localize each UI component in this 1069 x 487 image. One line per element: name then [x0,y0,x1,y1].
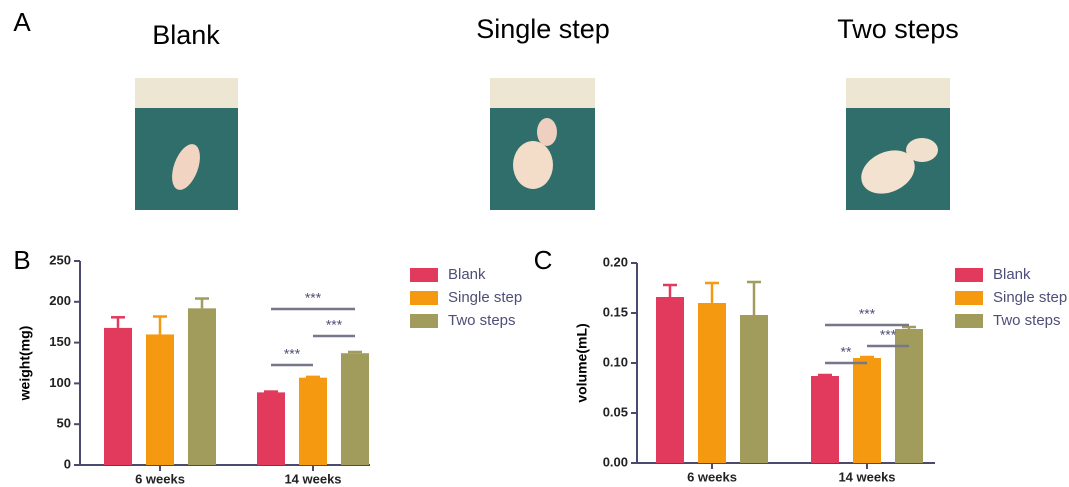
x-tick-label: 14 weeks [838,469,895,484]
photo-title: Blank [152,20,220,50]
bar [895,329,923,463]
legend-label: Single step [993,289,1067,306]
significance-label: ** [841,344,852,360]
legend-label: Two steps [993,312,1061,329]
photo-title: Two steps [837,14,959,44]
y-tick-label: 250 [49,252,71,267]
y-tick-label: 0.20 [603,254,628,269]
bar [811,376,839,463]
x-tick-label: 6 weeks [135,471,185,486]
bar [257,392,285,465]
photo-titles: Blank Single step Two steps [152,14,959,50]
significance-label: *** [305,290,322,306]
significance-label: *** [880,327,897,343]
legend-swatch [410,291,438,305]
panel-label: A [13,7,31,37]
legend-swatch [955,291,983,305]
y-tick-label: 50 [57,416,71,431]
legend-label: Two steps [448,312,516,329]
y-tick-label: 200 [49,293,71,308]
bar [853,358,881,463]
y-axis-label: volume(mL) [574,323,590,402]
bar [341,353,369,465]
x-tick-label: 14 weeks [284,471,341,486]
bar [656,297,684,463]
legend-swatch [410,314,438,328]
photo [490,78,595,210]
y-tick-label: 0.05 [603,404,628,419]
y-tick-label: 0.15 [603,304,628,319]
y-axis-label: weight(mg) [17,326,33,402]
photo [846,78,950,210]
bar [146,334,174,465]
significance-label: *** [284,346,301,362]
legend-swatch [955,314,983,328]
bar [740,315,768,463]
bar [104,328,132,465]
panel-label: B [13,245,30,275]
panel-label: C [534,245,553,275]
photo [135,78,238,210]
bar [188,308,216,465]
bar [698,303,726,463]
y-tick-label: 150 [49,334,71,349]
legend-label: Blank [448,266,486,283]
y-tick-label: 0.00 [603,454,628,469]
significance-label: *** [326,317,343,333]
y-tick-label: 100 [49,375,71,390]
legend-label: Blank [993,266,1031,283]
legend-label: Single step [448,289,522,306]
y-tick-label: 0 [64,456,71,471]
x-tick-label: 6 weeks [687,469,737,484]
legend-swatch [955,268,983,282]
y-tick-label: 0.10 [603,354,628,369]
significance-label: *** [859,306,876,322]
legend-swatch [410,268,438,282]
bar [299,378,327,465]
figure: A Blank Single step Two steps Bweight(mg… [0,0,1069,487]
photo-title: Single step [476,14,610,44]
